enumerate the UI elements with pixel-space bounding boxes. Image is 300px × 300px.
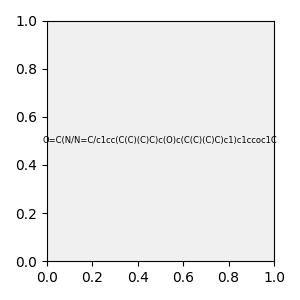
Text: O=C(N/N=C/c1cc(C(C)(C)C)c(O)c(C(C)(C)C)c1)c1ccoc1C: O=C(N/N=C/c1cc(C(C)(C)C)c(O)c(C(C)(C)C)c… bbox=[43, 136, 278, 146]
